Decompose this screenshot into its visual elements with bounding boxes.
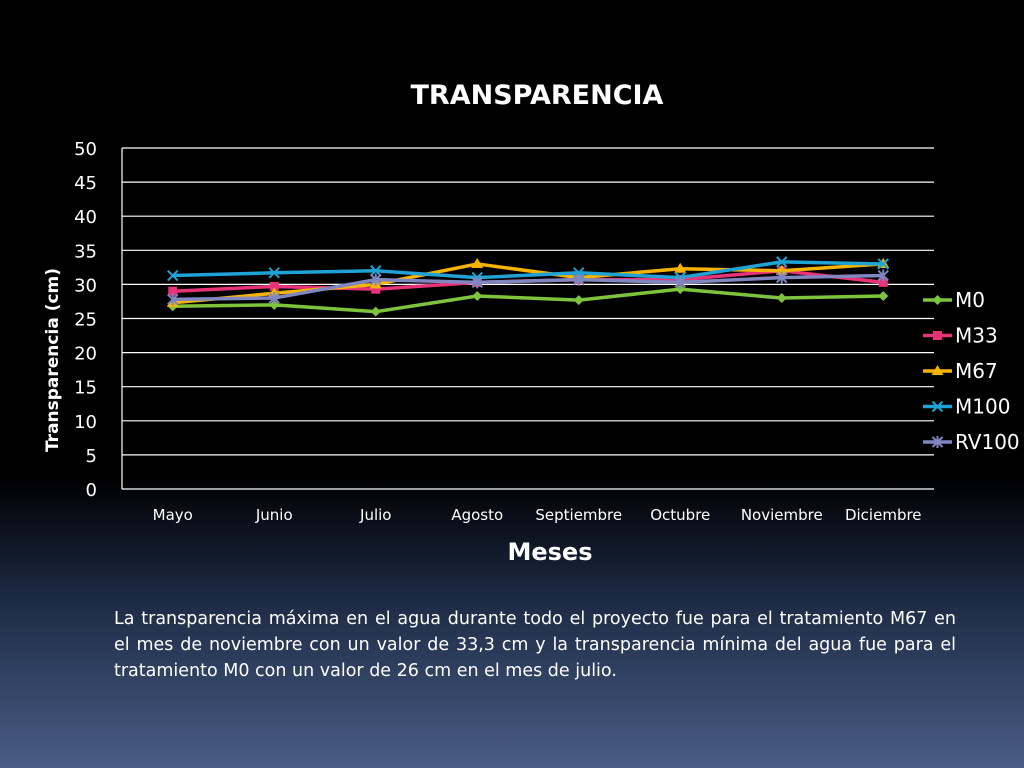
data-point (168, 286, 178, 296)
series-line (172, 262, 884, 305)
series-line (172, 273, 884, 302)
y-tick-label: 20 (74, 344, 97, 365)
legend-item-rv100: RV100 (923, 430, 1020, 454)
x-tick-label: Septiembre (535, 506, 622, 524)
x-axis-ticks: Mayo Junio Julio Agosto Septiembre Octubre Nov… (153, 506, 922, 524)
legend-marker (931, 400, 944, 413)
data-point (775, 264, 788, 275)
x-tick-label: Diciembre (845, 506, 922, 524)
data-point (573, 273, 585, 286)
data-point (370, 306, 381, 317)
data-point (167, 269, 179, 282)
data-point (268, 267, 280, 279)
y-tick-label: 25 (74, 310, 97, 331)
data-point (675, 284, 686, 295)
data-point (371, 284, 381, 294)
data-point (472, 290, 483, 301)
legend-item-m100: M100 (923, 395, 1010, 419)
data-point (471, 276, 483, 289)
data-point (776, 256, 788, 268)
legend-item-m33: M33 (923, 324, 998, 348)
legend-marker (933, 331, 942, 340)
data-point (370, 265, 382, 277)
legend-label: RV100 (955, 430, 1020, 454)
data-point (471, 257, 484, 268)
data-point (776, 293, 787, 304)
y-tick-label: 5 (86, 446, 97, 467)
data-point (167, 293, 179, 306)
x-tick-label: Mayo (153, 506, 193, 524)
y-tick-label: 45 (74, 173, 97, 194)
data-point (573, 295, 584, 306)
x-tick-label: Julio (359, 506, 391, 524)
legend-item-m0: M0 (923, 288, 985, 312)
series-line (172, 260, 884, 280)
series-rv100 (167, 269, 889, 306)
x-tick-label: Junio (255, 506, 293, 524)
x-tick-label: Octubre (650, 506, 710, 524)
data-point (674, 262, 687, 273)
series-lines (166, 256, 890, 317)
y-tick-label: 40 (74, 207, 97, 228)
legend: M0 M33 M67 M100 RV100 (923, 288, 1020, 454)
legend-label: M67 (955, 359, 998, 383)
data-point (370, 273, 382, 286)
y-axis-ticks: 0 5 10 15 20 25 30 35 40 45 50 (74, 139, 97, 501)
data-point (268, 292, 280, 305)
y-tick-label: 0 (86, 480, 97, 501)
gridlines (121, 147, 934, 490)
line-chart: TRANSPARENCIA 0 5 10 15 20 25 30 35 40 45 50 Mayo J… (43, 80, 1020, 566)
data-point (877, 269, 889, 282)
chart-caption: La transparencia máxima en el agua duran… (114, 609, 956, 681)
x-tick-label: Agosto (451, 506, 503, 524)
legend-marker (932, 295, 943, 305)
legend-label: M0 (955, 288, 985, 312)
data-point (674, 276, 686, 289)
y-axis-label: Transparencia (cm) (43, 268, 63, 452)
series-line (172, 287, 884, 314)
y-tick-label: 15 (74, 378, 97, 399)
legend-label: M100 (955, 395, 1010, 419)
y-tick-label: 10 (74, 412, 97, 433)
y-tick-label: 35 (74, 241, 97, 262)
data-point (269, 281, 279, 291)
chart-title: TRANSPARENCIA (411, 80, 664, 111)
data-point (877, 258, 889, 270)
legend-item-m67: M67 (923, 359, 998, 383)
legend-marker (931, 436, 944, 448)
x-tick-label: Noviembre (741, 506, 823, 524)
legend-label: M33 (955, 324, 998, 348)
x-axis-label: Meses (507, 538, 592, 566)
y-tick-label: 30 (74, 275, 97, 296)
data-point (776, 271, 788, 284)
data-point (269, 299, 280, 310)
data-point (878, 277, 888, 287)
legend-marker (931, 365, 944, 375)
y-tick-label: 50 (74, 139, 97, 160)
data-point (878, 290, 889, 301)
